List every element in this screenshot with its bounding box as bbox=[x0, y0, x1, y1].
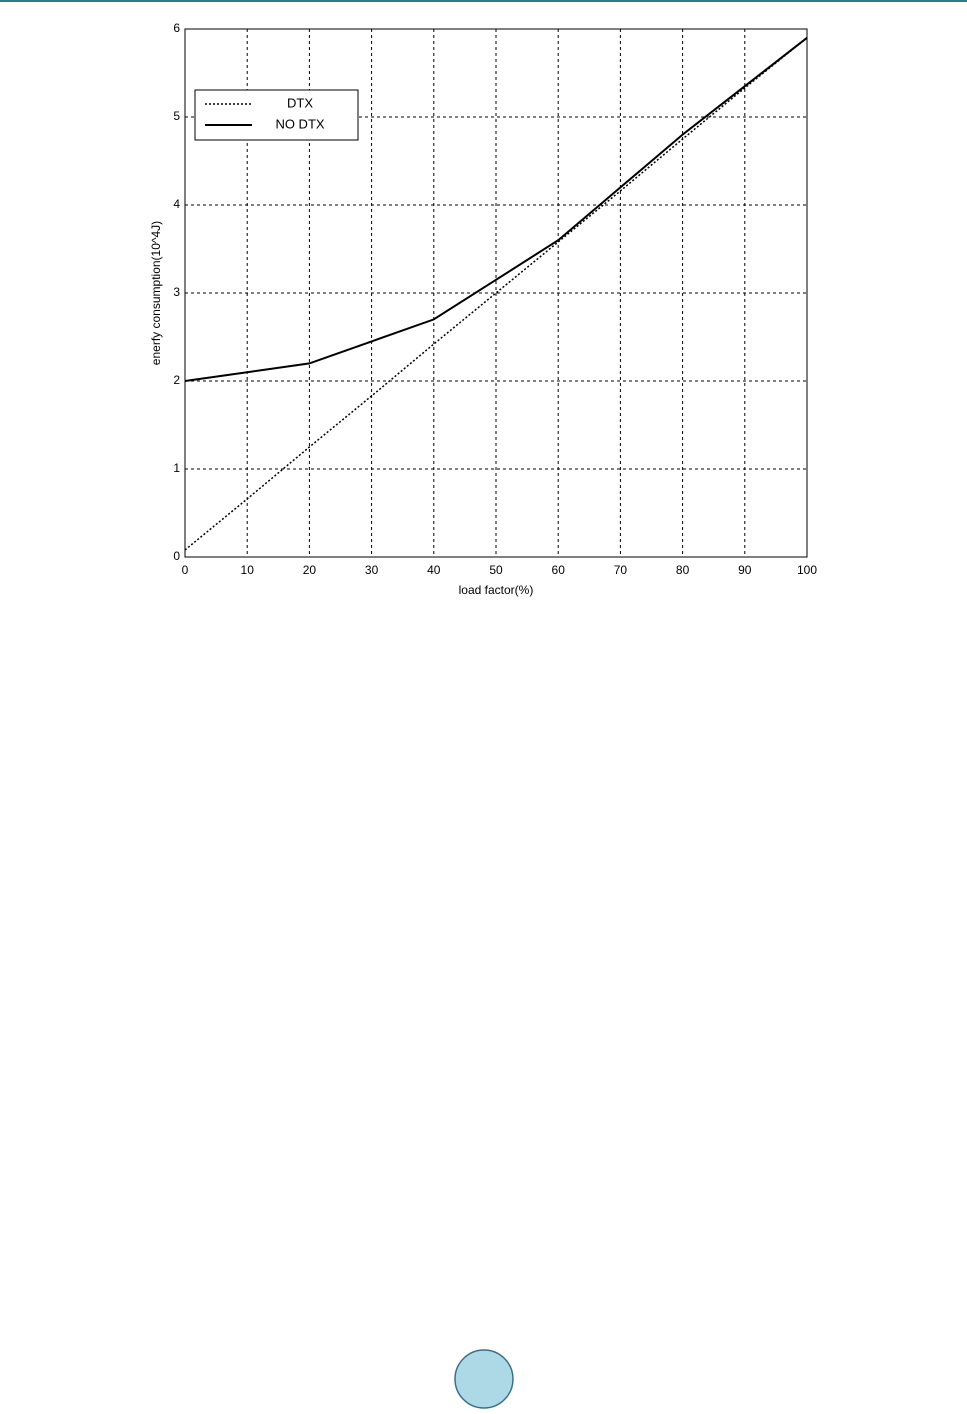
x-tick-label: 20 bbox=[303, 563, 317, 577]
page-number-badge bbox=[454, 1349, 514, 1409]
legend-box bbox=[194, 89, 359, 141]
x-tick-label: 40 bbox=[427, 563, 441, 577]
y-tick-label: 1 bbox=[173, 461, 180, 475]
x-axis-label: load factor(%) bbox=[459, 583, 534, 597]
y-tick-label: 0 bbox=[173, 549, 180, 563]
x-tick-label: 30 bbox=[365, 563, 379, 577]
x-tick-label: 60 bbox=[552, 563, 566, 577]
x-tick-label: 10 bbox=[241, 563, 255, 577]
x-tick-label: 100 bbox=[797, 563, 817, 577]
x-tick-label: 0 bbox=[182, 563, 189, 577]
x-tick-label: 90 bbox=[738, 563, 752, 577]
x-tick-label: 80 bbox=[676, 563, 690, 577]
plot-frame bbox=[184, 28, 808, 558]
y-tick-label: 4 bbox=[173, 197, 180, 211]
y-tick-label: 5 bbox=[173, 109, 180, 123]
x-tick-label: 50 bbox=[489, 563, 503, 577]
legend-label: DTX bbox=[287, 95, 313, 110]
legend-label: NO DTX bbox=[275, 116, 324, 131]
x-tick-label: 70 bbox=[614, 563, 628, 577]
y-tick-label: 2 bbox=[173, 373, 180, 387]
y-axis-label: enerfy consumption(10^4J) bbox=[149, 221, 163, 365]
series-line bbox=[184, 37, 808, 551]
series-line bbox=[184, 37, 808, 382]
y-tick-label: 3 bbox=[173, 285, 180, 299]
y-tick-label: 6 bbox=[173, 21, 180, 35]
